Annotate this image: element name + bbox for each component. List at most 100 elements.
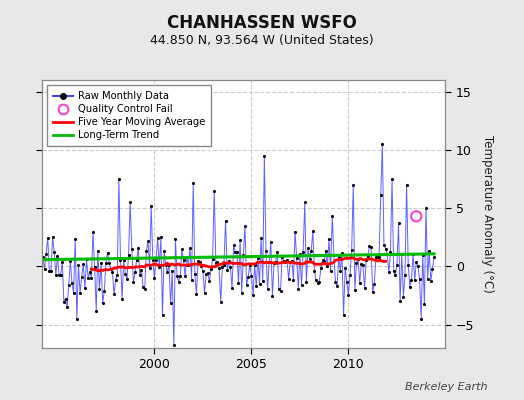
Point — [362, 256, 370, 263]
Point — [89, 229, 97, 235]
Point — [361, 284, 369, 291]
Point — [78, 273, 86, 280]
Point — [145, 264, 154, 271]
Point — [126, 199, 134, 206]
Point — [262, 248, 270, 254]
Point — [343, 279, 351, 286]
Point — [116, 257, 125, 263]
Point — [171, 236, 180, 242]
Point — [140, 286, 149, 292]
Point — [57, 272, 65, 278]
Point — [182, 254, 191, 260]
Point — [121, 270, 129, 277]
Point — [233, 248, 241, 255]
Point — [430, 254, 438, 260]
Point — [373, 254, 381, 260]
Point — [249, 292, 257, 298]
Point — [124, 252, 133, 258]
Point — [378, 141, 387, 147]
Point — [191, 270, 199, 277]
Point — [53, 253, 62, 260]
Point — [292, 254, 301, 261]
Point — [364, 253, 372, 259]
Point — [386, 249, 395, 256]
Point — [43, 235, 52, 241]
Point — [243, 282, 251, 288]
Point — [173, 273, 181, 279]
Point — [326, 268, 335, 274]
Point — [115, 176, 123, 182]
Point — [184, 262, 192, 268]
Point — [304, 245, 312, 252]
Point — [250, 262, 259, 268]
Point — [40, 266, 49, 272]
Point — [234, 280, 243, 286]
Point — [228, 285, 236, 292]
Point — [288, 258, 296, 264]
Point — [55, 272, 63, 278]
Point — [336, 268, 344, 274]
Point — [406, 283, 414, 290]
Point — [260, 152, 268, 159]
Point — [422, 205, 430, 211]
Point — [168, 267, 177, 274]
Point — [407, 276, 416, 283]
Point — [419, 252, 427, 258]
Point — [398, 250, 406, 257]
Point — [270, 260, 278, 266]
Point — [273, 249, 281, 255]
Point — [39, 254, 47, 260]
Point — [357, 260, 366, 267]
Point — [380, 242, 388, 248]
Text: Berkeley Earth: Berkeley Earth — [405, 382, 487, 392]
Point — [417, 316, 425, 322]
Point — [194, 258, 202, 264]
Point — [310, 268, 319, 274]
Point — [276, 288, 285, 294]
Point — [338, 250, 346, 256]
Point — [186, 245, 194, 252]
Point — [66, 257, 74, 264]
Point — [178, 246, 186, 252]
Point — [385, 269, 393, 276]
Point — [152, 256, 160, 263]
Point — [309, 228, 317, 234]
Point — [325, 236, 333, 242]
Point — [346, 272, 354, 278]
Point — [210, 188, 219, 194]
Point — [395, 220, 403, 226]
Point — [351, 286, 359, 293]
Point — [139, 284, 147, 290]
Point — [189, 179, 198, 186]
Point — [60, 299, 68, 305]
Point — [383, 251, 391, 258]
Point — [352, 260, 361, 266]
Point — [299, 248, 308, 255]
Point — [344, 292, 353, 298]
Point — [319, 257, 327, 263]
Point — [377, 192, 385, 198]
Point — [64, 282, 73, 288]
Point — [160, 248, 168, 254]
Point — [388, 176, 396, 182]
Point — [307, 248, 315, 254]
Point — [275, 286, 283, 293]
Point — [207, 266, 215, 273]
Point — [399, 293, 408, 300]
Point — [133, 257, 141, 264]
Point — [246, 261, 254, 268]
Point — [118, 296, 126, 302]
Point — [134, 245, 143, 252]
Point — [296, 251, 304, 257]
Point — [123, 276, 131, 282]
Point — [202, 271, 210, 278]
Point — [291, 228, 299, 235]
Point — [305, 256, 314, 262]
Point — [237, 289, 246, 296]
Point — [45, 268, 53, 274]
Point — [176, 272, 184, 279]
Point — [106, 265, 115, 272]
Point — [257, 234, 265, 241]
Point — [367, 244, 375, 250]
Point — [76, 290, 84, 296]
